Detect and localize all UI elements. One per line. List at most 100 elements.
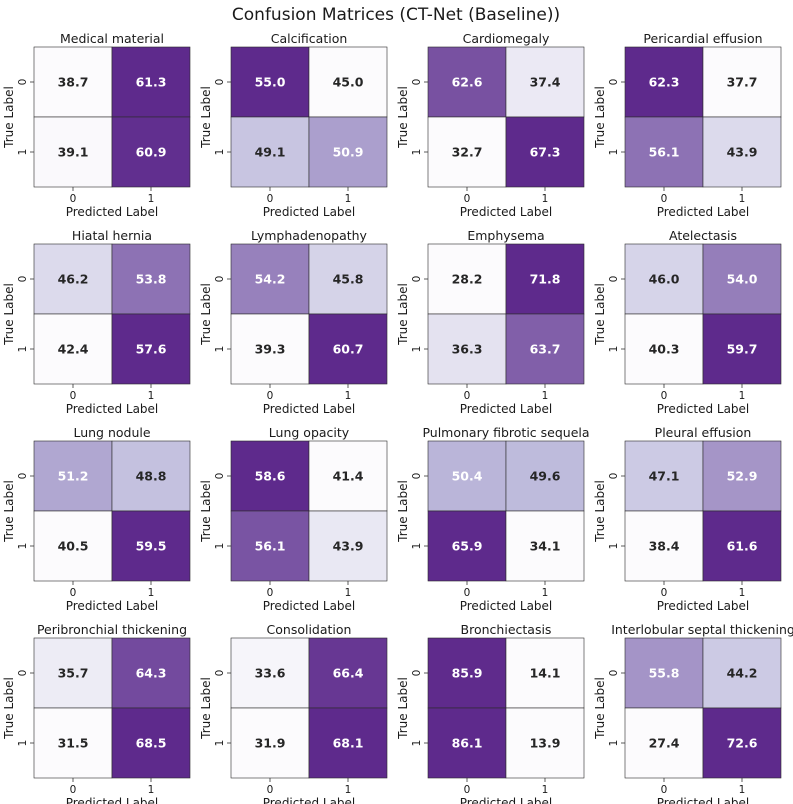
cell-value-label: 54.0 [727,272,758,287]
panel-title: Atelectasis [669,228,737,243]
cell-value-label: 55.0 [255,75,286,90]
cell-value-label: 50.9 [333,145,364,160]
cell-value-label: 85.9 [452,666,483,681]
x-axis-label: Predicted Label [657,402,750,416]
heatmap-cell [308,116,388,188]
cell-value-label: 33.6 [255,666,286,681]
y-tick-label: 0 [17,473,29,480]
heatmap-cell [230,707,310,779]
heatmap-cell [308,46,388,118]
y-tick-label: 0 [411,79,423,86]
cell-value-label: 62.3 [649,75,680,90]
heatmap-cell [624,440,704,512]
heatmap-cell [702,637,782,709]
panel-title: Lung nodule [73,425,150,440]
confusion-matrix-panel: Peribronchial thickening 35.7 64.3 31.5 68.5… [2,622,191,804]
y-axis-label: True Label [593,86,607,149]
cell-value-label: 37.7 [727,75,758,90]
y-axis-label: True Label [2,480,16,543]
x-tick-label: 1 [345,784,352,796]
cell-value-label: 52.9 [727,469,758,484]
cell-value-label: 68.5 [136,736,167,751]
heatmap-cell [505,46,585,118]
cell-value-label: 56.1 [649,145,680,160]
heatmap-cell [111,510,191,582]
heatmap-cell [111,313,191,385]
cell-value-label: 54.2 [255,272,286,287]
heatmap-cell [230,440,310,512]
x-tick-label: 1 [345,193,352,205]
y-axis-label: True Label [593,480,607,543]
panel-title: Bronchiectasis [461,622,552,637]
y-axis-label: True Label [2,86,16,149]
heatmap-cell [33,707,113,779]
x-tick-label: 0 [70,193,77,205]
cell-value-label: 43.9 [727,145,758,160]
cell-value-label: 28.2 [452,272,483,287]
heatmap-cell [33,637,113,709]
y-tick-label: 1 [411,346,423,353]
confusion-matrix-panel: Pulmonary fibrotic sequela 50.4 49.6 65.9 34… [396,425,590,613]
y-tick-label: 1 [608,346,620,353]
x-tick-label: 0 [464,784,471,796]
x-tick-label: 1 [542,193,549,205]
cell-value-label: 86.1 [452,736,483,751]
cell-value-label: 51.2 [58,469,89,484]
cell-value-label: 46.0 [649,272,680,287]
cell-value-label: 40.3 [649,342,680,357]
x-tick-label: 0 [267,193,274,205]
y-tick-label: 1 [214,543,226,550]
y-tick-label: 0 [214,473,226,480]
cell-value-label: 31.9 [255,736,286,751]
cell-value-label: 65.9 [452,539,483,554]
y-tick-label: 0 [17,79,29,86]
heatmap-cell [702,243,782,315]
x-tick-label: 1 [542,390,549,402]
x-axis-label: Predicted Label [66,796,159,804]
x-axis-label: Predicted Label [66,402,159,416]
cell-value-label: 67.3 [530,145,561,160]
panel-title: Pulmonary fibrotic sequela [422,425,589,440]
heatmap-cell [33,243,113,315]
heatmap-cell [427,637,507,709]
x-tick-label: 1 [542,784,549,796]
y-tick-label: 1 [17,543,29,550]
heatmap-cell [624,707,704,779]
y-tick-label: 0 [608,670,620,677]
y-tick-label: 0 [214,79,226,86]
cell-value-label: 48.8 [136,469,167,484]
y-tick-label: 1 [17,740,29,747]
x-axis-label: Predicted Label [66,205,159,219]
heatmap-cell [505,243,585,315]
x-tick-label: 0 [661,390,668,402]
cell-value-label: 43.9 [333,539,364,554]
cell-value-label: 60.7 [333,342,364,357]
heatmap-cell [702,116,782,188]
cell-value-label: 53.8 [136,272,167,287]
heatmap-cell [230,116,310,188]
heatmap-cell [702,313,782,385]
x-tick-label: 1 [739,784,746,796]
x-tick-label: 1 [345,390,352,402]
heatmap-cell [33,313,113,385]
x-tick-label: 0 [661,193,668,205]
cell-value-label: 62.6 [452,75,483,90]
y-axis-label: True Label [2,677,16,740]
heatmap-cell [111,637,191,709]
heatmap-cell [308,440,388,512]
x-axis-label: Predicted Label [263,599,356,613]
cell-value-label: 71.8 [530,272,561,287]
x-axis-label: Predicted Label [263,205,356,219]
heatmap-cell [33,510,113,582]
cell-value-label: 59.5 [136,539,167,554]
x-axis-label: Predicted Label [460,599,553,613]
x-axis-label: Predicted Label [460,796,553,804]
cell-value-label: 39.3 [255,342,286,357]
cell-value-label: 64.3 [136,666,167,681]
y-axis-label: True Label [593,283,607,346]
